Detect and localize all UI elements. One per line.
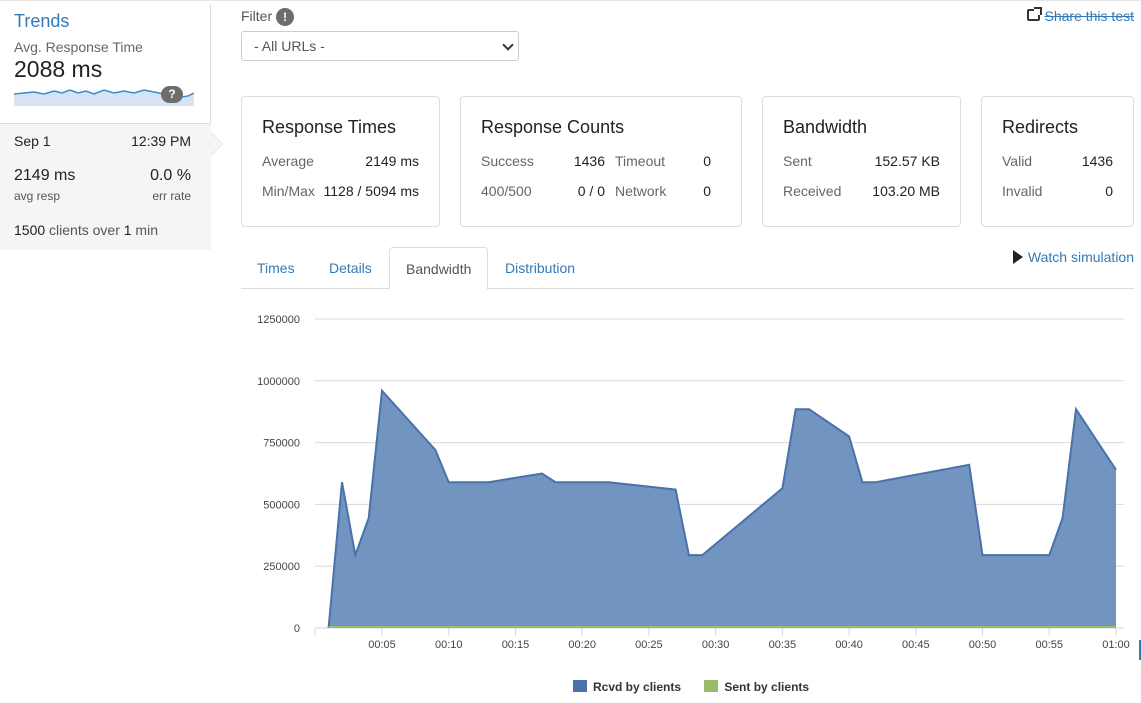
bandwidth-chart: 0 250000 500000 750000 1000000 1250000 00:05 00… xyxy=(257,314,1130,651)
card-title: Response Times xyxy=(262,117,397,137)
x-tick-label: 00:50 xyxy=(969,639,997,651)
card-title: Redirects xyxy=(1002,117,1079,137)
run-date: Sep 1 xyxy=(14,133,51,149)
run-avg-resp-value: 2149 ms xyxy=(14,167,76,184)
received-value: 103.20 MB xyxy=(872,183,940,199)
trends-title[interactable]: Trends xyxy=(14,11,70,31)
sparkline-help-icon[interactable]: ? xyxy=(161,86,183,103)
run-duration-unit: min xyxy=(131,222,158,238)
y-tick-label: 250000 xyxy=(263,561,300,573)
tab-bandwidth[interactable]: Bandwidth xyxy=(389,247,489,290)
play-icon[interactable] xyxy=(1013,250,1023,264)
x-tick-label: 00:25 xyxy=(635,639,663,651)
avg-response-label: Avg. Response Time xyxy=(14,39,143,55)
chevron-down-icon xyxy=(502,39,514,51)
sent-value: 152.57 KB xyxy=(874,153,940,169)
average-value: 2149 ms xyxy=(365,153,419,169)
share-icon[interactable] xyxy=(1027,7,1042,21)
rcvd-area xyxy=(328,390,1117,628)
response-times-card: Response Times Average 2149 ms Min/Max 1… xyxy=(241,96,440,227)
legend-item-rcvd[interactable]: Rcvd by clients xyxy=(573,680,681,694)
test-run-summary[interactable]: Sep 1 12:39 PM 2149 ms avg resp 0.0 % er… xyxy=(0,123,223,250)
chart-tabs: Times Details Bandwidth Distribution xyxy=(241,247,1134,290)
y-tick-label: 750000 xyxy=(263,438,300,450)
network-label: Network xyxy=(615,183,667,199)
legend-label-sent: Sent by clients xyxy=(724,680,810,694)
x-tick-label: 00:15 xyxy=(502,639,530,651)
run-duration: 1 xyxy=(123,222,132,238)
average-label: Average xyxy=(262,153,314,169)
timeout-label: Timeout xyxy=(615,153,666,169)
x-tick-label: 00:40 xyxy=(835,639,863,651)
scrollbar-edge[interactable] xyxy=(1139,640,1141,660)
x-tick-label: 00:20 xyxy=(568,639,596,651)
card-title: Bandwidth xyxy=(783,117,868,137)
url-filter-selected: - All URLs - xyxy=(254,38,325,54)
response-counts-card: Response Counts Success 1436 Timeout 0 4… xyxy=(460,96,742,227)
timeout-value: 0 xyxy=(703,153,711,169)
legend-swatch-sent xyxy=(704,680,719,692)
redirects-card: Redirects Valid 1436 Invalid 0 xyxy=(981,96,1134,227)
y-tick-label: 500000 xyxy=(263,499,300,511)
run-clients-summary: 1500 clients over 1 min xyxy=(14,222,158,238)
received-label: Received xyxy=(783,183,842,199)
tab-details[interactable]: Details xyxy=(329,260,372,276)
url-filter-select[interactable]: - All URLs - xyxy=(241,31,519,61)
run-clients-text: clients over xyxy=(45,222,124,238)
run-time: 12:39 PM xyxy=(131,133,191,149)
invalid-label: Invalid xyxy=(1002,183,1043,199)
error-count-label: 400/500 xyxy=(481,183,532,199)
x-tick-label: 00:55 xyxy=(1036,639,1064,651)
tab-distribution[interactable]: Distribution xyxy=(505,260,576,276)
tab-times[interactable]: Times xyxy=(257,260,295,276)
top-divider xyxy=(0,0,1141,1)
share-test-link[interactable]: Share this test xyxy=(1044,8,1135,24)
valid-label: Valid xyxy=(1002,153,1033,169)
avg-response-value: 2088 ms xyxy=(14,56,103,82)
card-title: Response Counts xyxy=(481,117,625,137)
trends-sidebar: Trends Avg. Response Time 2088 ms ? Sep … xyxy=(0,4,223,250)
success-value: 1436 xyxy=(573,153,605,169)
success-label: Success xyxy=(481,153,534,169)
x-tick-label: 00:45 xyxy=(902,639,930,651)
y-tick-label: 1250000 xyxy=(257,314,300,326)
legend-swatch-rcvd xyxy=(573,680,587,692)
minmax-value: 1128 / 5094 ms xyxy=(323,183,419,199)
run-clients-count: 1500 xyxy=(14,222,46,238)
x-tick-label: 00:10 xyxy=(435,639,463,651)
legend-label-rcvd: Rcvd by clients xyxy=(593,680,682,694)
run-err-rate-value: 0.0 % xyxy=(150,167,191,184)
valid-value: 1436 xyxy=(1081,153,1113,169)
watch-simulation-link[interactable]: Watch simulation xyxy=(1027,249,1134,265)
run-err-rate-label: err rate xyxy=(152,189,191,203)
invalid-value: 0 xyxy=(1105,183,1113,199)
y-tick-label: 1000000 xyxy=(257,376,300,388)
x-tick-label: 00:05 xyxy=(368,639,396,651)
network-value: 0 xyxy=(703,183,711,199)
filter-label: Filter xyxy=(241,8,273,24)
run-avg-resp-label: avg resp xyxy=(14,189,61,203)
x-tick-label: 01:00 xyxy=(1102,639,1130,651)
y-tick-label: 0 xyxy=(294,623,300,635)
x-tick-label: 00:35 xyxy=(769,639,797,651)
x-tick-label: 00:30 xyxy=(702,639,730,651)
sent-label: Sent xyxy=(783,153,812,169)
rcvd-line xyxy=(327,388,1117,629)
minmax-label: Min/Max xyxy=(262,183,315,199)
filter-help-icon[interactable]: ! xyxy=(276,8,294,26)
legend-item-sent[interactable]: Sent by clients xyxy=(704,680,809,694)
selected-arrow-inner xyxy=(211,133,222,155)
chart-legend: Rcvd by clients Sent by clients xyxy=(573,680,829,694)
bandwidth-card: Bandwidth Sent 152.57 KB Received 103.20… xyxy=(762,96,961,227)
error-count-value: 0 / 0 xyxy=(577,183,605,199)
